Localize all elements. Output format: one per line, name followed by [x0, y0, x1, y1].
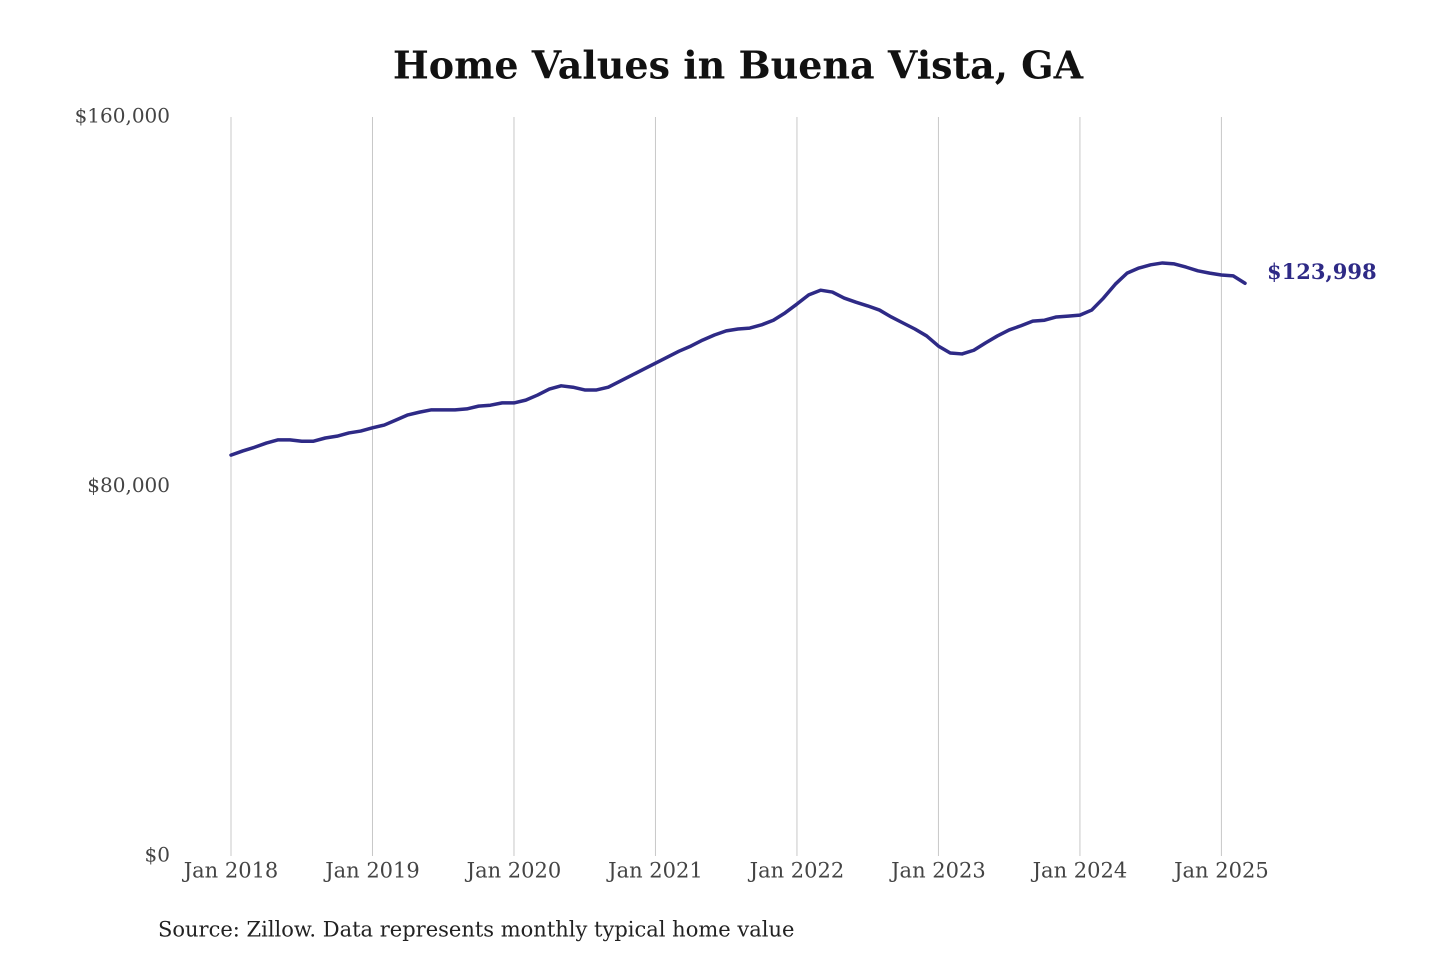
- x-tick-label: Jan 2019: [323, 859, 420, 883]
- chart-title: Home Values in Buena Vista, GA: [393, 43, 1084, 88]
- x-tick-label: Jan 2023: [889, 859, 986, 883]
- y-tick-label: $0: [145, 843, 170, 867]
- x-tick-label: Jan 2021: [606, 859, 703, 883]
- x-tick-label: Jan 2022: [748, 859, 845, 883]
- y-tick-label: $80,000: [87, 473, 170, 497]
- line-series: [229, 261, 1247, 457]
- value-label: $123,998: [1267, 259, 1377, 284]
- x-tick-label: Jan 2020: [465, 859, 562, 883]
- source-note: Source: Zillow. Data represents monthly …: [158, 918, 794, 942]
- x-tick-label: Jan 2025: [1172, 859, 1269, 883]
- x-tick-label: Jan 2024: [1031, 859, 1128, 883]
- x-tick-label: Jan 2018: [182, 859, 279, 883]
- y-tick-label: $160,000: [75, 104, 170, 128]
